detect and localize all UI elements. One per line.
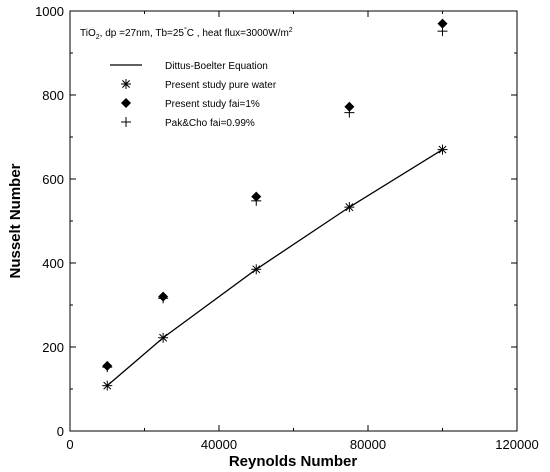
annotation-sup: 2 bbox=[289, 27, 293, 34]
y-tick-label: 800 bbox=[42, 88, 64, 103]
annotation-prefix: TiO bbox=[80, 28, 96, 39]
legend-marker-diamond bbox=[121, 98, 131, 108]
legend-label: Present study fai=1% bbox=[165, 99, 260, 110]
data-point-diamond bbox=[344, 101, 355, 112]
x-tick-label: 120000 bbox=[495, 437, 538, 452]
data-point-plus bbox=[437, 26, 448, 37]
data-point-plus bbox=[251, 195, 262, 206]
legend-marker-plus bbox=[121, 117, 131, 127]
annotation-degree: ° bbox=[184, 26, 187, 34]
data-point-asterisk bbox=[158, 332, 169, 343]
x-tick-label: 80000 bbox=[350, 437, 386, 452]
x-tick-label: 0 bbox=[66, 437, 73, 452]
legend-item: Present study fai=1% bbox=[121, 98, 260, 110]
data-point-asterisk bbox=[251, 264, 262, 275]
legend-item: Pak&Cho fai=0.99% bbox=[121, 117, 255, 129]
y-tick-label: 0 bbox=[57, 424, 64, 439]
legend-item: Dittus-Boelter Equation bbox=[110, 61, 268, 72]
annotation-sub: 2 bbox=[96, 34, 100, 41]
annotation-text: TiO2, dp =27nm, Tb=25°C , heat flux=3000… bbox=[80, 26, 293, 41]
y-tick-label: 1000 bbox=[35, 4, 64, 19]
axis-ticks bbox=[69, 10, 518, 432]
legend-label: Dittus-Boelter Equation bbox=[165, 61, 268, 72]
y-tick-label: 400 bbox=[42, 256, 64, 271]
x-axis-title: Reynolds Number bbox=[229, 453, 358, 470]
data-point-asterisk bbox=[102, 380, 113, 391]
series-line-dittus-boelter bbox=[106, 149, 443, 387]
y-tick-label: 600 bbox=[42, 172, 64, 187]
plot-frame bbox=[69, 10, 518, 432]
data-point-asterisk bbox=[437, 144, 448, 155]
y-axis-title: Nusselt Number bbox=[7, 163, 24, 278]
series-layer bbox=[102, 18, 448, 391]
annotation-after-degree: C , heat flux=3000W/m bbox=[187, 28, 289, 39]
data-point-plus bbox=[344, 107, 355, 118]
legend-marker-asterisk bbox=[121, 79, 131, 89]
legend-label: Present study pure water bbox=[165, 80, 277, 91]
data-point-asterisk bbox=[344, 202, 355, 213]
x-tick-label: 40000 bbox=[201, 437, 237, 452]
data-point-diamond bbox=[437, 18, 448, 29]
annotation-middle: , dp =27nm, Tb=25 bbox=[100, 28, 185, 39]
data-point-plus bbox=[158, 293, 169, 304]
y-tick-label: 200 bbox=[42, 340, 64, 355]
legend-item: Present study pure water bbox=[121, 79, 277, 91]
legend-label: Pak&Cho fai=0.99% bbox=[165, 118, 255, 129]
legend: Dittus-Boelter Equation Present study pur… bbox=[110, 61, 277, 129]
tick-labels: 0 40000 80000 120000 0 200 400 600 800 1000 bbox=[35, 4, 539, 452]
data-point-plus bbox=[102, 362, 113, 373]
